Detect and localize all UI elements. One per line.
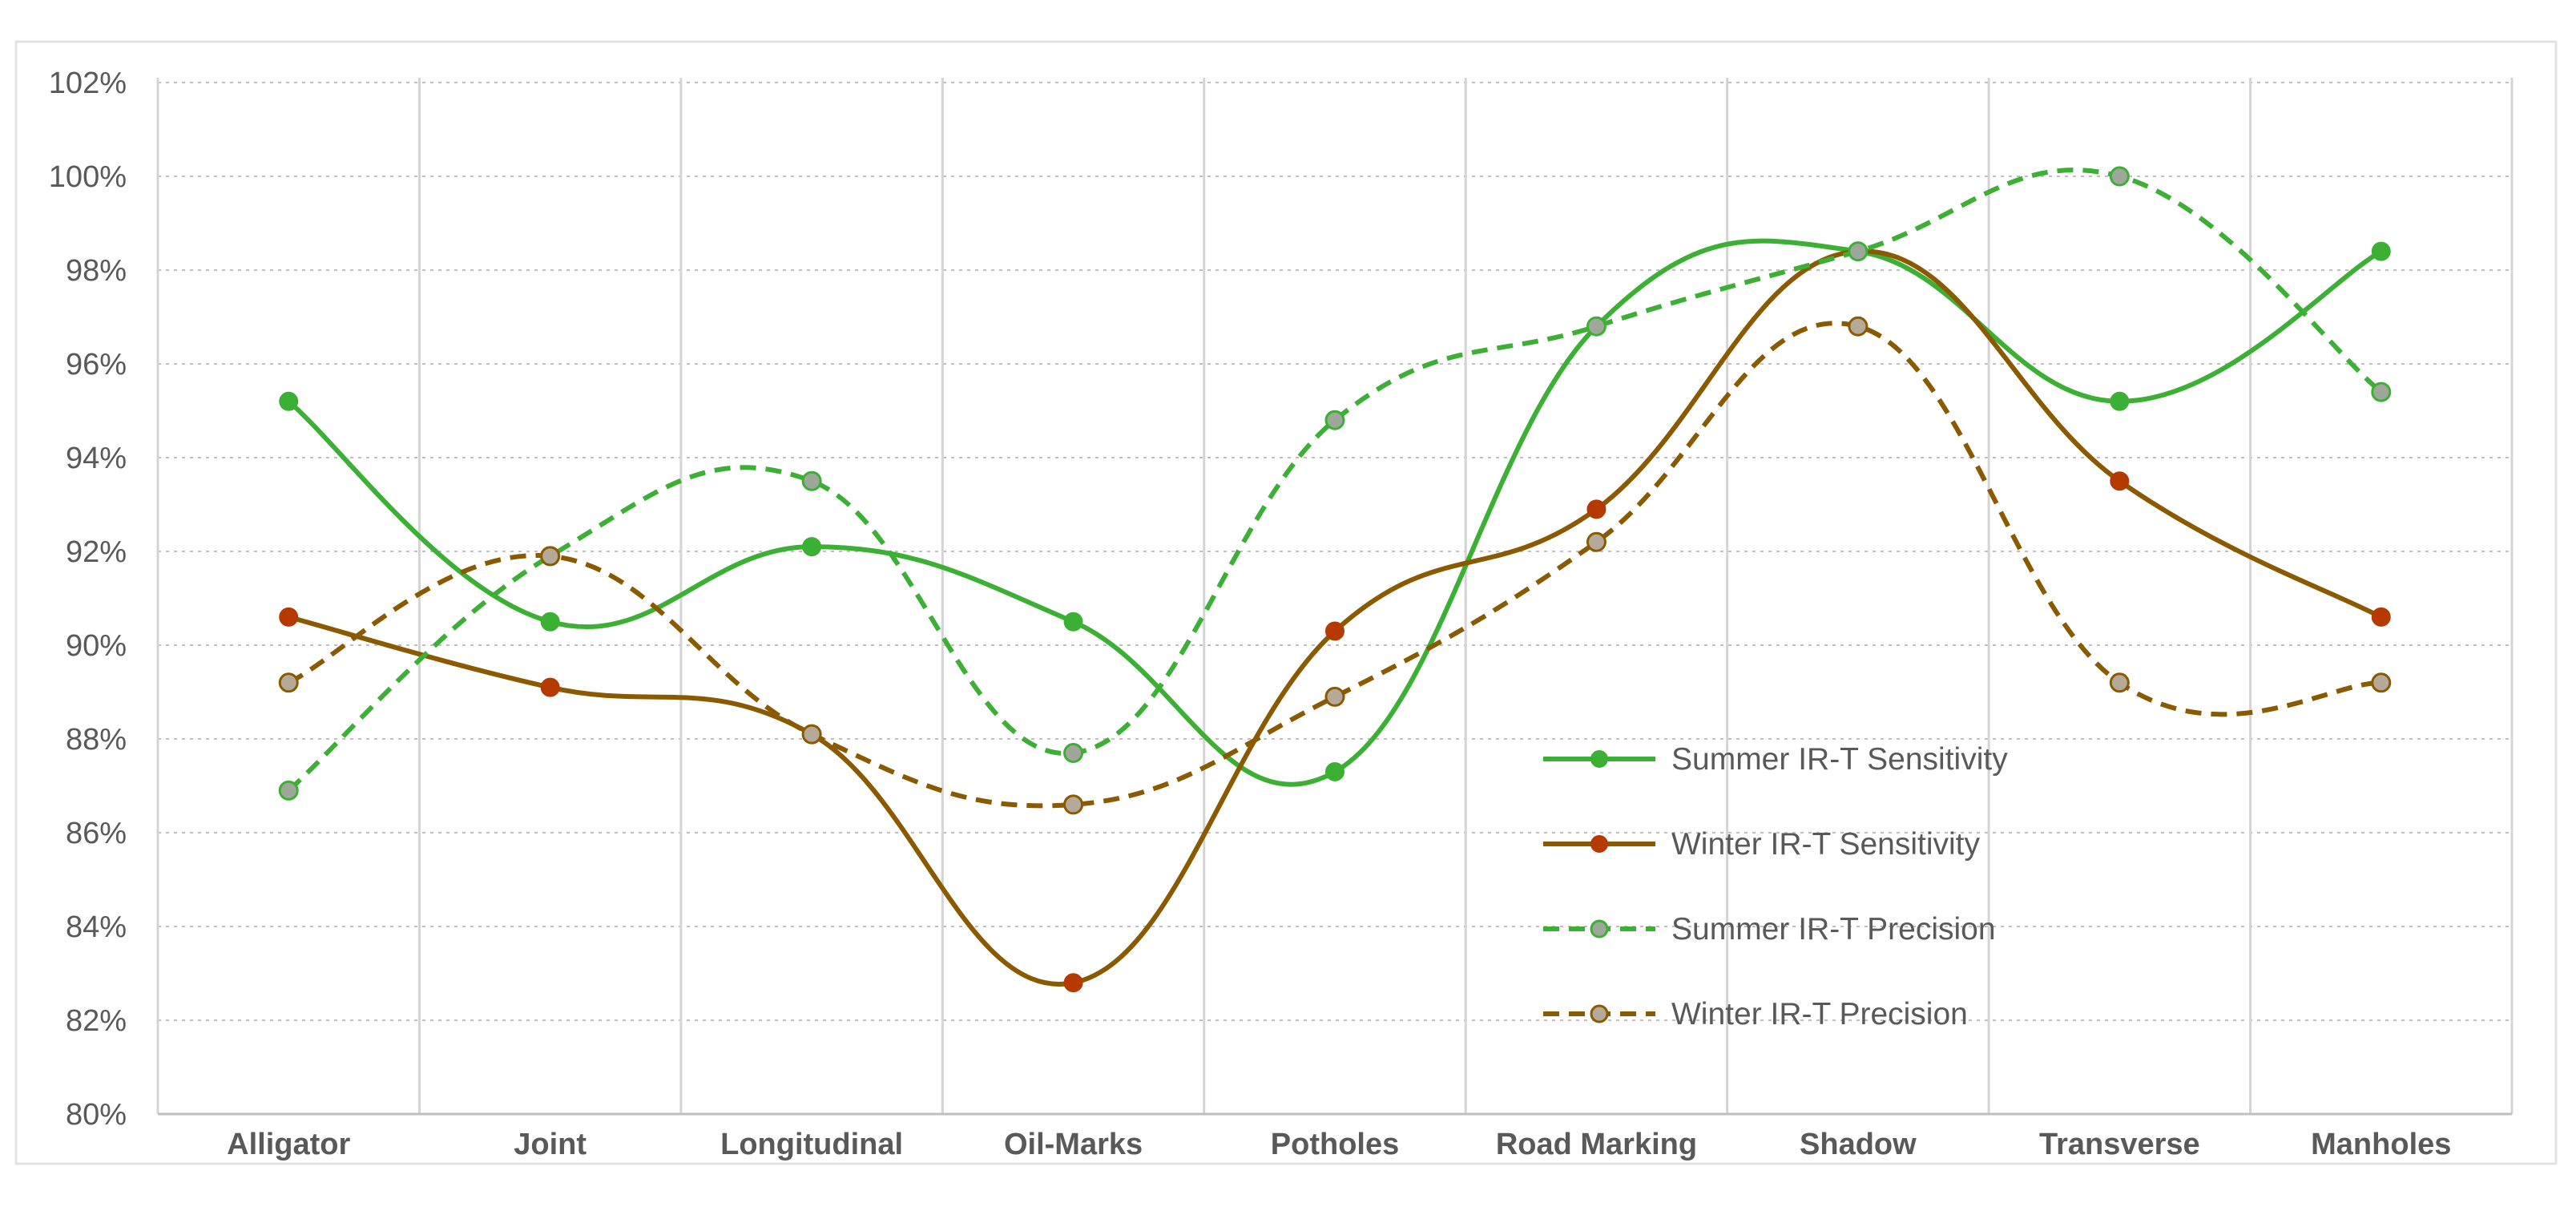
data-point bbox=[1063, 973, 1083, 993]
data-point bbox=[2371, 607, 2391, 627]
data-point bbox=[1325, 761, 1344, 781]
data-point bbox=[540, 612, 560, 632]
y-tick-label: 84% bbox=[66, 910, 127, 944]
data-point bbox=[2371, 672, 2392, 693]
legend-marker bbox=[1590, 919, 1609, 939]
y-axis-ticks: 80% 82% 84% 86% 88% 90% 92% 94% 96% 98% 100% 102% bbox=[49, 67, 127, 1132]
series-lines bbox=[278, 166, 2392, 993]
y-tick-label: 94% bbox=[66, 442, 127, 475]
series-summer-ir-t-precision bbox=[278, 166, 2392, 801]
y-tick-label: 92% bbox=[66, 535, 127, 569]
y-tick-label: 86% bbox=[66, 817, 127, 850]
data-point bbox=[2371, 241, 2391, 261]
data-point bbox=[2110, 391, 2130, 411]
x-tick-label: Longitudinal bbox=[720, 1128, 903, 1161]
legend-item-winter-ir-t-sensitivity: Winter IR-T Sensitivity bbox=[1543, 827, 1981, 862]
legend-marker bbox=[1590, 1004, 1609, 1023]
x-axis-ticks: Alligator Joint Longitudinal Oil-Marks Potho… bbox=[227, 1128, 2451, 1161]
x-tick-label: Shadow bbox=[1800, 1128, 1917, 1161]
legend-marker bbox=[1590, 835, 1608, 853]
data-point bbox=[540, 677, 560, 697]
data-point bbox=[279, 391, 299, 411]
data-point bbox=[278, 672, 299, 693]
x-tick-label: Road Marking bbox=[1496, 1128, 1697, 1161]
series-summer-ir-t-sensitivity bbox=[279, 238, 2391, 787]
y-tick-label: 82% bbox=[66, 1004, 127, 1038]
legend-item-summer-ir-t-precision: Summer IR-T Precision bbox=[1543, 912, 1996, 947]
data-point bbox=[1586, 499, 1606, 519]
x-tick-label: Potholes bbox=[1271, 1128, 1399, 1161]
data-point bbox=[1063, 612, 1083, 632]
data-point bbox=[1324, 410, 1345, 430]
data-point bbox=[2109, 166, 2130, 187]
x-tick-label: Manholes bbox=[2311, 1128, 2451, 1161]
data-point bbox=[1848, 241, 1869, 262]
chart-border bbox=[14, 40, 2558, 1165]
legend-item-winter-ir-t-precision: Winter IR-T Precision bbox=[1543, 997, 1968, 1031]
legend-label: Summer IR-T Precision bbox=[1671, 912, 1996, 947]
data-point bbox=[1063, 794, 1084, 815]
data-point bbox=[801, 724, 822, 745]
y-tick-label: 100% bbox=[49, 160, 127, 194]
data-point bbox=[802, 537, 822, 557]
y-tick-label: 88% bbox=[66, 723, 127, 757]
y-tick-label: 102% bbox=[49, 67, 127, 100]
data-point bbox=[278, 780, 299, 801]
data-point bbox=[1848, 316, 1869, 337]
data-point bbox=[2110, 471, 2130, 491]
y-tick-label: 96% bbox=[66, 348, 127, 381]
data-point bbox=[801, 470, 822, 491]
legend-item-summer-ir-t-sensitivity: Summer IR-T Sensitivity bbox=[1543, 742, 2008, 777]
grid bbox=[156, 78, 2514, 1116]
legend: Summer IR-T Sensitivity Winter IR-T Sensi… bbox=[1543, 742, 2008, 1031]
data-point bbox=[2371, 381, 2392, 402]
x-tick-label: Transverse bbox=[2039, 1128, 2200, 1161]
data-point bbox=[1063, 743, 1084, 764]
data-point bbox=[1325, 621, 1344, 641]
legend-label: Winter IR-T Sensitivity bbox=[1671, 827, 1981, 862]
legend-label: Winter IR-T Precision bbox=[1671, 997, 1968, 1031]
y-tick-label: 80% bbox=[66, 1098, 127, 1132]
x-tick-label: Joint bbox=[514, 1128, 587, 1161]
data-point bbox=[279, 607, 299, 627]
series-line bbox=[287, 238, 2383, 787]
series-winter-ir-t-precision bbox=[278, 316, 2392, 815]
data-point bbox=[1586, 531, 1606, 552]
y-tick-label: 98% bbox=[66, 254, 127, 288]
data-point bbox=[2109, 672, 2130, 693]
x-tick-label: Alligator bbox=[227, 1128, 350, 1161]
legend-marker bbox=[1590, 750, 1608, 768]
data-point bbox=[540, 546, 561, 567]
y-tick-label: 90% bbox=[66, 629, 127, 663]
legend-label: Summer IR-T Sensitivity bbox=[1671, 742, 2008, 777]
data-point bbox=[1324, 686, 1345, 707]
x-tick-label: Oil-Marks bbox=[1004, 1128, 1143, 1161]
data-point bbox=[1586, 316, 1606, 337]
